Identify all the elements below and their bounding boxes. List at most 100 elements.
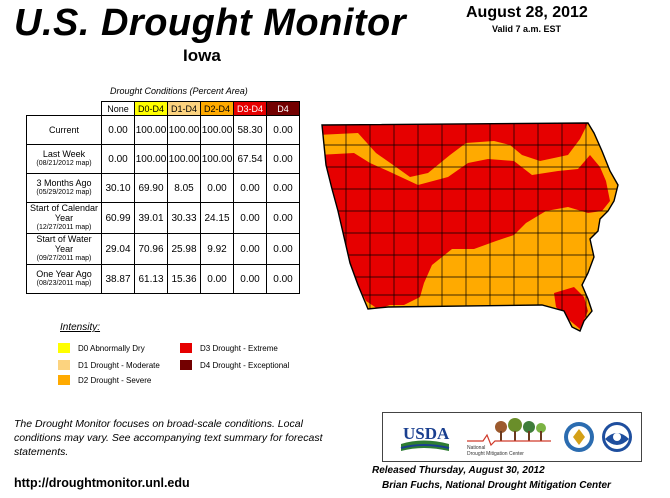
cell: 0.00 <box>266 233 300 265</box>
cell: 38.87 <box>101 264 135 294</box>
row-label: Last Week (08/21/2012 map) <box>26 144 102 174</box>
usda-logo: USDA <box>400 424 450 451</box>
cell: 60.99 <box>101 202 135 234</box>
row-label: 3 Months Ago (05/29/2012 map) <box>26 173 102 203</box>
row-label-text: Current <box>48 125 79 135</box>
cell: 0.00 <box>233 173 267 203</box>
extreme-drought-area <box>322 123 588 177</box>
cell: 100.00 <box>167 144 201 174</box>
col-header-d4: D4 <box>266 101 300 116</box>
table-row: 3 Months Ago (05/29/2012 map) 30.10 69.90… <box>26 173 300 203</box>
cell: 9.92 <box>200 233 234 265</box>
cell: 0.00 <box>266 115 300 145</box>
cell: 58.30 <box>233 115 267 145</box>
cell: 30.33 <box>167 202 201 234</box>
cell: 0.00 <box>101 115 135 145</box>
row-label-text: Start of Water Year <box>36 234 92 254</box>
legend-label: D2 Drought - Severe <box>78 375 152 385</box>
cell: 0.00 <box>233 233 267 265</box>
row-label-sub: (08/23/2011 map) <box>36 280 92 287</box>
cell: 100.00 <box>200 144 234 174</box>
cell: 30.10 <box>101 173 135 203</box>
cell: 29.04 <box>101 233 135 265</box>
cell: 100.00 <box>134 144 168 174</box>
state-outline <box>321 122 619 332</box>
cell: 0.00 <box>266 202 300 234</box>
logos-svg: USDA National Drought Mitigation Center <box>400 418 632 457</box>
cell: 100.00 <box>167 115 201 145</box>
legend-swatch <box>58 360 70 370</box>
legend-item-d2: D2 Drought - Severe <box>58 375 151 385</box>
footnote: The Drought Monitor focuses on broad-sca… <box>14 418 323 458</box>
col-header-d0-d4: D0-D4 <box>134 101 168 116</box>
ndmc-text-1: National <box>467 445 485 451</box>
legend-label: D4 Drought - Exceptional <box>200 360 290 370</box>
cell: 8.05 <box>167 173 201 203</box>
row-label-sub: (09/27/2011 map) <box>36 255 92 262</box>
release-date: Released Thursday, August 30, 2012 <box>372 465 545 476</box>
col-header-d2-d4: D2-D4 <box>200 101 234 116</box>
cell: 61.13 <box>134 264 168 294</box>
cell: 0.00 <box>233 202 267 234</box>
cell: 0.00 <box>266 144 300 174</box>
state-name: Iowa <box>183 46 221 65</box>
row-label-text: 3 Months Ago <box>36 178 92 188</box>
row-label-text: One Year Ago <box>36 269 92 279</box>
drought-conditions-table: None D0-D4 D1-D4 D2-D4 D3-D4 D4 Current … <box>26 101 300 294</box>
cell: 0.00 <box>233 264 267 294</box>
cell: 0.00 <box>200 173 234 203</box>
legend-item-d4: D4 Drought - Exceptional <box>180 360 289 370</box>
row-label-sub: (05/29/2012 map) <box>36 189 92 196</box>
table-row: Last Week (08/21/2012 map) 0.00 100.00 10… <box>26 144 300 174</box>
row-label: Current <box>26 115 102 145</box>
cell: 100.00 <box>200 115 234 145</box>
usda-text: USDA <box>403 424 450 443</box>
extreme-drought-area <box>554 287 588 329</box>
table-row: One Year Ago (08/23/2011 map) 38.87 61.13… <box>26 264 300 294</box>
table-row: Start of Water Year (09/27/2011 map) 29.0… <box>26 233 300 265</box>
legend-item-d3: D3 Drought - Extreme <box>180 343 278 353</box>
row-label-text: Start of Calendar Year <box>29 203 99 223</box>
cell: 0.00 <box>200 264 234 294</box>
table-header-row: None D0-D4 D1-D4 D2-D4 D3-D4 D4 <box>27 101 300 116</box>
legend-item-d1: D1 Drought - Moderate <box>58 360 160 370</box>
cell: 39.01 <box>134 202 168 234</box>
main-title: U.S. Drought Monitor <box>14 2 407 44</box>
table-caption: Drought Conditions (Percent Area) <box>110 86 248 96</box>
legend-swatch <box>58 375 70 385</box>
col-header-none: None <box>101 101 135 116</box>
cell: 0.00 <box>101 144 135 174</box>
cell: 24.15 <box>200 202 234 234</box>
row-label: Start of Calendar Year (12/27/2011 map) <box>26 202 102 234</box>
col-header-d1-d4: D1-D4 <box>167 101 201 116</box>
col-header-d3-d4: D3-D4 <box>233 101 267 116</box>
legend-swatch <box>58 343 70 353</box>
legend-label: D1 Drought - Moderate <box>78 360 160 370</box>
ndmc-text-2: Drought Mitigation Center <box>467 451 524 457</box>
legend-label: D0 Abnormally Dry <box>78 343 145 353</box>
author: Brian Fuchs, National Drought Mitigation… <box>382 480 611 491</box>
noaa-logo-icon <box>602 422 632 452</box>
row-label: Start of Water Year (09/27/2011 map) <box>26 233 102 265</box>
website-link[interactable]: http://droughtmonitor.unl.edu <box>14 476 190 490</box>
legend-swatch <box>180 360 192 370</box>
table-row: Start of Calendar Year (12/27/2011 map) 6… <box>26 202 300 234</box>
row-label-sub: (12/27/2011 map) <box>36 224 92 231</box>
cell: 100.00 <box>134 115 168 145</box>
cell: 25.98 <box>167 233 201 265</box>
cell: 70.96 <box>134 233 168 265</box>
cell: 15.36 <box>167 264 201 294</box>
doc-seal-icon <box>564 422 594 452</box>
row-label-sub: (08/21/2012 map) <box>36 160 92 167</box>
row-label: One Year Ago (08/23/2011 map) <box>26 264 102 294</box>
legend-swatch <box>180 343 192 353</box>
partner-logos: USDA National Drought Mitigation Center <box>382 412 642 462</box>
valid-time: Valid 7 a.m. EST <box>492 24 562 34</box>
ndmc-logo: National Drought Mitigation Center <box>467 418 551 457</box>
map-date: August 28, 2012 <box>466 4 588 21</box>
legend-label: D3 Drought - Extreme <box>200 343 278 353</box>
table-row: Current 0.00 100.00 100.00 100.00 58.30 … <box>26 115 300 145</box>
legend-title: Intensity: <box>60 322 101 333</box>
cell: 67.54 <box>233 144 267 174</box>
cell: 69.90 <box>134 173 168 203</box>
